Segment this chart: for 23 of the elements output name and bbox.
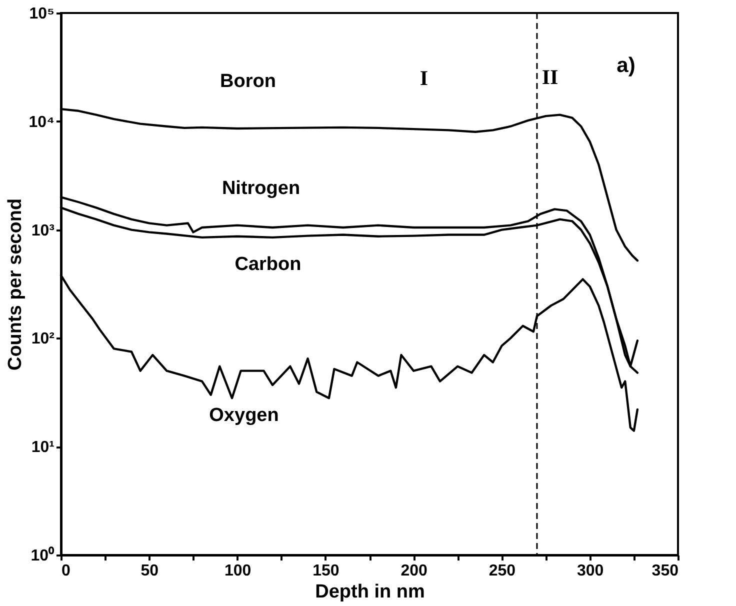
- x-axis-title: Depth in nm: [315, 582, 425, 602]
- y-tick-label: 10¹: [31, 439, 54, 456]
- y-tick-label: 10⁰: [30, 546, 54, 564]
- x-tick-label: 350: [652, 562, 679, 580]
- series-label: Nitrogen: [222, 178, 300, 199]
- y-tick-label: 10²: [31, 330, 54, 348]
- x-tick-label: 200: [400, 562, 428, 580]
- y-tick-label: 10³: [31, 222, 54, 240]
- x-tick-label: 250: [488, 562, 516, 580]
- y-tick-label: 10⁵: [29, 6, 54, 22]
- y-axis-title: Counts per second: [4, 198, 26, 371]
- annotation: I: [420, 66, 428, 90]
- x-tick-label: 100: [224, 562, 252, 580]
- annotation: II: [542, 65, 558, 89]
- x-tick-label: 0: [62, 562, 70, 580]
- annotation: a): [616, 54, 636, 77]
- x-tick-label: 50: [140, 562, 159, 580]
- y-tick-label: 10⁴: [28, 114, 55, 131]
- x-tick-label: 150: [312, 562, 340, 580]
- series-label: Boron: [220, 71, 276, 92]
- series-label: Oxygen: [209, 405, 279, 426]
- x-tick-label: 300: [577, 562, 604, 580]
- series-label: Carbon: [234, 254, 302, 275]
